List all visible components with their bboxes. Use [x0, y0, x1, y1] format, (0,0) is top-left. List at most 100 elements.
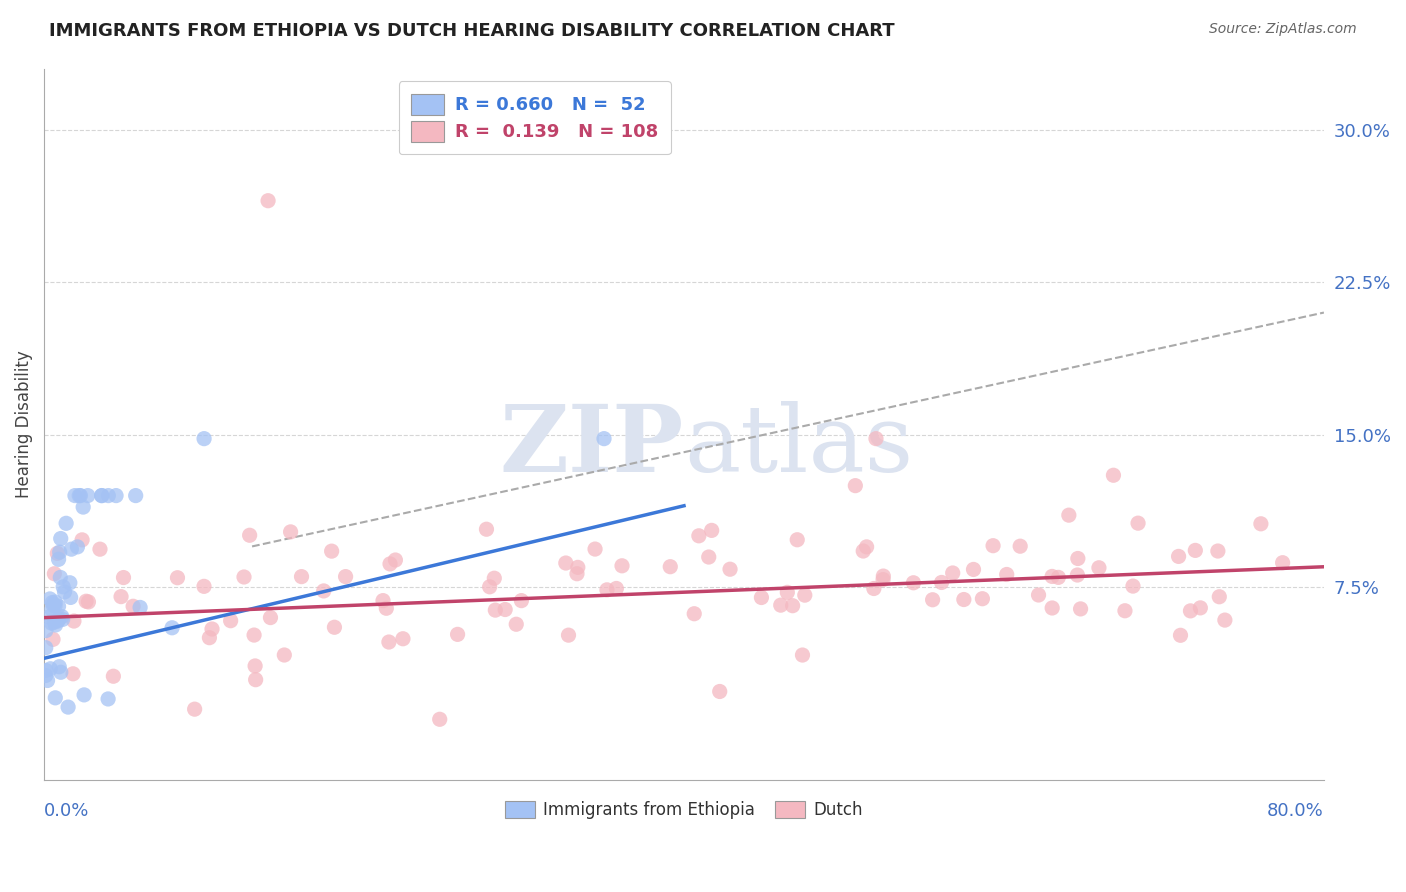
- Point: [855, 540, 877, 554]
- Point: [273, 648, 295, 662]
- Point: [659, 559, 682, 574]
- Point: [290, 569, 312, 583]
- Point: [97, 692, 120, 706]
- Point: [66, 540, 89, 554]
- Point: [259, 610, 281, 624]
- Point: [793, 588, 815, 602]
- Point: [697, 549, 720, 564]
- Point: [931, 575, 953, 590]
- Point: [596, 582, 619, 597]
- Point: [751, 591, 773, 605]
- Point: [41, 616, 63, 631]
- Point: [97, 489, 120, 503]
- Point: [962, 562, 984, 576]
- Point: [718, 562, 741, 576]
- Point: [60, 542, 83, 557]
- Point: [429, 712, 451, 726]
- Point: [37, 673, 59, 688]
- Point: [35, 624, 58, 638]
- Point: [478, 580, 501, 594]
- Point: [42, 599, 65, 613]
- Point: [90, 489, 112, 503]
- Point: [38, 591, 60, 606]
- Point: [844, 478, 866, 492]
- Point: [44, 595, 66, 609]
- Point: [863, 582, 886, 596]
- Point: [335, 569, 357, 583]
- Point: [48, 612, 70, 626]
- Point: [1102, 468, 1125, 483]
- Point: [201, 622, 224, 636]
- Point: [42, 632, 65, 647]
- Point: [567, 560, 589, 574]
- Legend: Immigrants from Ethiopia, Dutch: Immigrants from Ethiopia, Dutch: [498, 794, 870, 825]
- Point: [1114, 604, 1136, 618]
- Point: [1213, 613, 1236, 627]
- Point: [70, 533, 93, 547]
- Point: [610, 558, 633, 573]
- Point: [557, 628, 579, 642]
- Point: [375, 601, 398, 615]
- Point: [89, 542, 111, 557]
- Point: [51, 609, 73, 624]
- Point: [44, 566, 66, 581]
- Point: [75, 594, 97, 608]
- Point: [110, 590, 132, 604]
- Point: [484, 571, 506, 585]
- Point: [76, 489, 98, 503]
- Point: [198, 631, 221, 645]
- Point: [593, 432, 616, 446]
- Point: [112, 570, 135, 584]
- Point: [1208, 590, 1230, 604]
- Point: [605, 582, 627, 596]
- Text: 80.0%: 80.0%: [1267, 802, 1324, 820]
- Point: [1122, 579, 1144, 593]
- Point: [48, 552, 70, 566]
- Point: [505, 617, 527, 632]
- Point: [323, 620, 346, 634]
- Point: [129, 600, 152, 615]
- Point: [981, 539, 1004, 553]
- Point: [1066, 568, 1088, 582]
- Point: [233, 570, 256, 584]
- Point: [1088, 561, 1111, 575]
- Point: [55, 516, 77, 531]
- Point: [48, 659, 70, 673]
- Point: [1180, 604, 1202, 618]
- Point: [995, 567, 1018, 582]
- Point: [378, 635, 401, 649]
- Point: [193, 432, 215, 446]
- Point: [280, 524, 302, 539]
- Point: [1184, 543, 1206, 558]
- Point: [46, 614, 69, 628]
- Point: [257, 194, 280, 208]
- Point: [62, 666, 84, 681]
- Point: [852, 544, 875, 558]
- Point: [1250, 516, 1272, 531]
- Point: [484, 603, 506, 617]
- Point: [105, 489, 128, 503]
- Point: [1047, 570, 1070, 584]
- Y-axis label: Hearing Disability: Hearing Disability: [15, 351, 32, 499]
- Point: [510, 593, 533, 607]
- Point: [1170, 628, 1192, 642]
- Point: [35, 664, 58, 678]
- Point: [872, 573, 894, 587]
- Point: [475, 522, 498, 536]
- Point: [49, 665, 72, 680]
- Point: [44, 599, 66, 613]
- Point: [494, 602, 516, 616]
- Text: atlas: atlas: [683, 401, 914, 491]
- Point: [392, 632, 415, 646]
- Point: [45, 618, 67, 632]
- Point: [243, 659, 266, 673]
- Point: [77, 595, 100, 609]
- Text: ZIP: ZIP: [499, 401, 683, 491]
- Point: [1206, 544, 1229, 558]
- Point: [193, 579, 215, 593]
- Point: [63, 489, 86, 503]
- Point: [700, 524, 723, 538]
- Point: [53, 585, 76, 599]
- Point: [125, 489, 148, 503]
- Point: [565, 566, 588, 581]
